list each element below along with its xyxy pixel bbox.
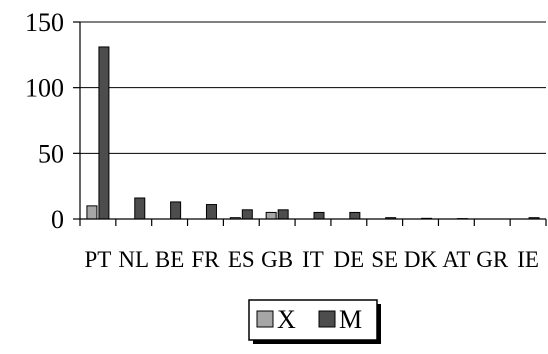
x-tick-label: GB <box>261 247 293 272</box>
bar-m-it <box>313 211 325 220</box>
bar-m-gb <box>277 209 289 220</box>
x-tick-label: ES <box>228 247 255 272</box>
x-tick-label: BE <box>155 247 184 272</box>
x-tick-label: GR <box>476 247 509 272</box>
y-tick-label: 0 <box>51 205 64 234</box>
legend-swatch-x <box>256 310 274 328</box>
bar-x-pt <box>86 205 98 220</box>
bar-m-pt <box>98 46 110 220</box>
gridlines <box>80 21 546 154</box>
y-tick-label: 50 <box>38 139 64 168</box>
axes <box>73 21 547 226</box>
bar-m-fr <box>205 204 217 220</box>
legend: X M <box>248 299 381 344</box>
legend-label-x: X <box>277 305 296 334</box>
bar-m-es <box>241 209 253 220</box>
x-tick-label: NL <box>118 247 149 272</box>
x-tick-label: DK <box>404 247 438 272</box>
y-tick-label: 100 <box>25 74 64 103</box>
x-tick-label: DE <box>334 247 365 272</box>
bars <box>86 46 540 220</box>
x-tick-label: AT <box>442 247 470 272</box>
x-tick-label: IT <box>302 247 324 272</box>
legend-swatch-m <box>318 310 336 328</box>
x-tick-label: FR <box>191 247 220 272</box>
bar-m-de <box>349 211 361 220</box>
x-tick-labels: PT NL BE FR ES GB IT DE SE DK AT GR IE <box>85 247 539 272</box>
bar-m-be <box>170 201 182 220</box>
bar-m-nl <box>134 197 146 220</box>
x-tick-label: PT <box>85 247 112 272</box>
bar-x-gb <box>265 211 277 220</box>
x-tick-label: IE <box>517 247 539 272</box>
legend-label-m: M <box>339 305 362 334</box>
x-tick-label: SE <box>371 247 398 272</box>
y-tick-labels: 0 50 100 150 <box>25 8 64 234</box>
y-tick-label: 150 <box>25 8 64 37</box>
